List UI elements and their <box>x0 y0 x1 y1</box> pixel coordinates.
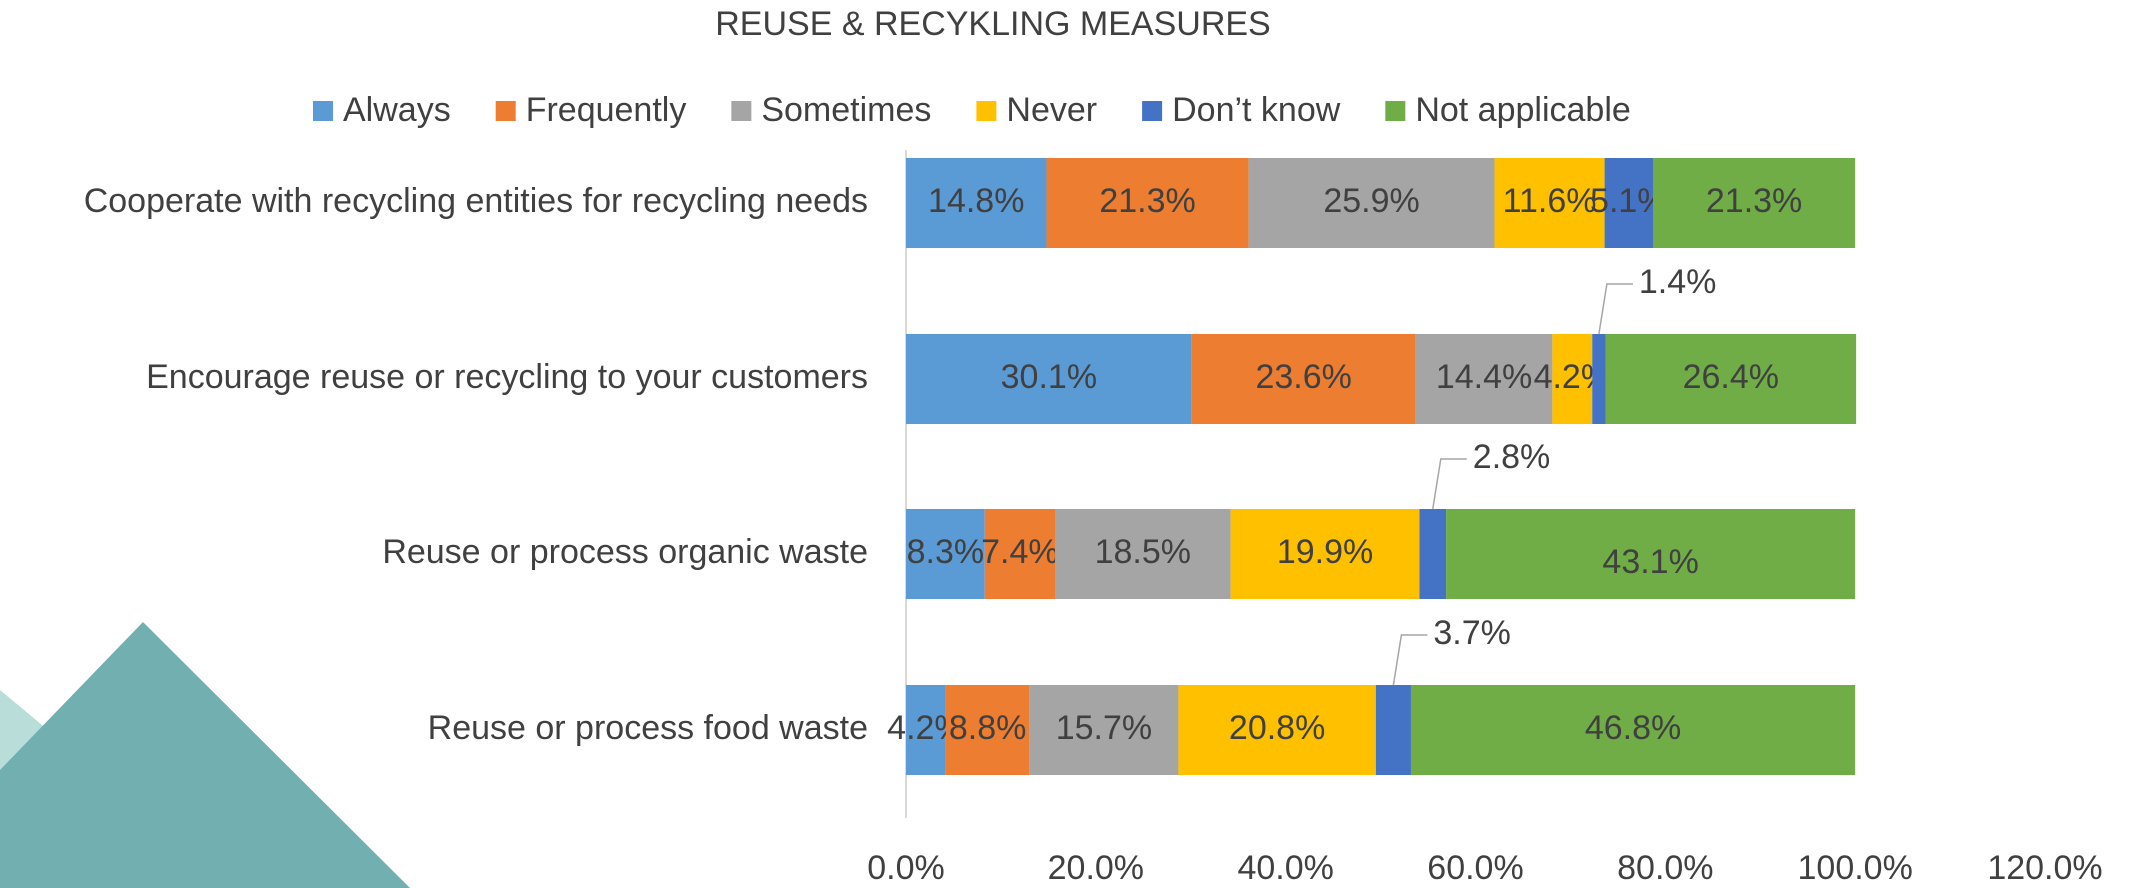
data-label: 21.3% <box>1099 182 1195 220</box>
data-label: 8.8% <box>949 709 1027 747</box>
data-label: 26.4% <box>1683 358 1779 396</box>
x-tick-label: 100.0% <box>1798 849 1913 887</box>
data-label: 8.3% <box>907 533 985 571</box>
data-label: 7.4% <box>981 533 1059 571</box>
data-label: 14.4% <box>1436 358 1532 396</box>
x-tick-label: 60.0% <box>1427 849 1523 887</box>
leader-line <box>1392 634 1428 686</box>
legend-marker <box>731 101 752 121</box>
data-label: 2.8% <box>1473 438 1551 476</box>
data-label: 25.9% <box>1323 182 1419 220</box>
legend-marker <box>976 101 997 121</box>
bar-segment <box>984 509 1056 599</box>
data-label: 19.9% <box>1277 533 1373 571</box>
legend-marker <box>495 101 516 121</box>
bar-segment <box>906 158 1047 248</box>
data-label: 21.3% <box>1706 182 1802 220</box>
legend-label: Always <box>343 91 451 129</box>
legend-label: Not applicable <box>1415 91 1630 129</box>
category-label: Reuse or process organic waste <box>382 533 868 571</box>
data-label: 30.1% <box>1001 358 1097 396</box>
legend-label: Frequently <box>526 91 687 129</box>
bar-segment <box>1415 334 1553 424</box>
data-label: 46.8% <box>1585 709 1681 747</box>
bar-segment <box>1248 158 1495 248</box>
category-label: Reuse or process food waste <box>428 709 868 747</box>
x-tick-label: 40.0% <box>1237 849 1333 887</box>
bar-segment <box>1230 509 1420 599</box>
data-label: 11.6% <box>1503 182 1597 220</box>
bar-segment <box>1605 334 1857 424</box>
bar-segment <box>1494 158 1605 248</box>
leader-line <box>1432 458 1467 510</box>
legend-marker <box>313 101 333 121</box>
bar-segment <box>1055 509 1231 599</box>
bar-segment <box>1191 334 1416 424</box>
leader-line <box>1598 283 1633 335</box>
legend-marker <box>1142 101 1163 121</box>
legend-label: Don’t know <box>1172 91 1341 129</box>
category-label: Encourage reuse or recycling to your cus… <box>146 358 868 396</box>
legend-label: Sometimes <box>761 91 931 129</box>
bar-segment <box>1410 685 1856 775</box>
bar-segment <box>1604 158 1653 248</box>
data-label: 1.4% <box>1639 263 1717 301</box>
legend-label: Never <box>1006 91 1097 129</box>
data-label: 20.8% <box>1229 709 1325 747</box>
bar-segment <box>906 685 946 775</box>
bar-segment <box>1375 685 1411 775</box>
chart-title: REUSE & RECYKLING MEASURES <box>715 5 1270 43</box>
data-label: 23.6% <box>1255 358 1351 396</box>
bar-segment <box>945 685 1030 775</box>
bar-segment <box>1419 509 1447 599</box>
bar-segment <box>1652 158 1856 248</box>
x-tick-label: 0.0% <box>867 849 945 887</box>
data-label: 3.7% <box>1433 614 1511 652</box>
bar-segment <box>1446 509 1856 599</box>
x-tick-label: 120.0% <box>1987 849 2102 887</box>
data-label: 14.8% <box>928 182 1024 220</box>
bar-segment <box>1178 685 1376 775</box>
bar-segment <box>906 334 1192 424</box>
bar-segment <box>1046 158 1249 248</box>
bar-segment <box>1592 334 1606 424</box>
data-label: 18.5% <box>1095 533 1191 571</box>
bar-segment <box>1029 685 1179 775</box>
decor-triangle <box>0 622 410 888</box>
bar-segment <box>1552 334 1593 424</box>
legend-marker <box>1385 101 1406 121</box>
data-label: 15.7% <box>1056 709 1152 747</box>
category-label: Cooperate with recycling entities for re… <box>84 182 868 220</box>
x-tick-label: 20.0% <box>1048 849 1144 887</box>
data-label: 43.1% <box>1602 543 1698 581</box>
bar-segment <box>906 509 985 599</box>
x-tick-label: 80.0% <box>1617 849 1713 887</box>
